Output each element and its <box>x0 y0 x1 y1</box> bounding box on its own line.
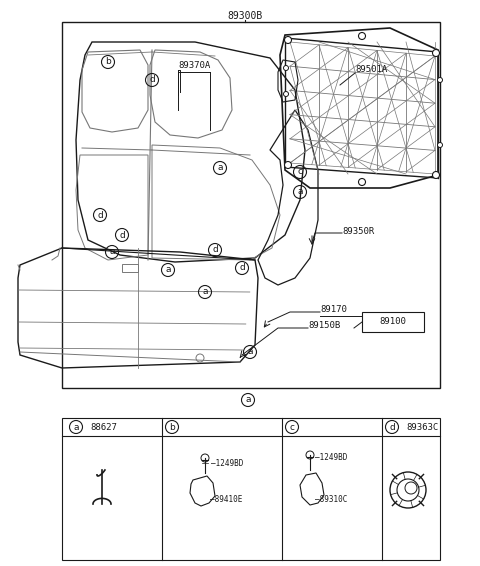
Bar <box>62 418 440 560</box>
Text: a: a <box>247 348 253 357</box>
Text: —89410E: —89410E <box>210 495 242 504</box>
Text: d: d <box>389 422 395 431</box>
Text: —1249BD: —1249BD <box>315 453 348 462</box>
Circle shape <box>359 32 365 40</box>
Text: d: d <box>119 230 125 239</box>
Circle shape <box>437 78 443 83</box>
Text: a: a <box>217 164 223 173</box>
Text: a: a <box>165 265 171 275</box>
Circle shape <box>285 161 291 169</box>
Text: 89501A: 89501A <box>355 66 387 75</box>
Text: d: d <box>149 75 155 84</box>
Text: c: c <box>298 168 302 177</box>
Circle shape <box>432 49 440 57</box>
Text: d: d <box>97 211 103 220</box>
Text: 89170: 89170 <box>320 306 347 315</box>
Text: 89370A: 89370A <box>178 61 210 70</box>
Text: —89310C: —89310C <box>315 495 348 504</box>
Text: a: a <box>297 187 303 196</box>
Text: 88627: 88627 <box>90 422 117 431</box>
Bar <box>362 312 424 332</box>
Bar <box>122 264 138 272</box>
Text: a: a <box>245 396 251 405</box>
Text: 89100: 89100 <box>380 318 407 327</box>
Text: d: d <box>239 264 245 272</box>
Text: c: c <box>289 422 295 431</box>
Text: d: d <box>212 246 218 255</box>
Text: b: b <box>169 422 175 431</box>
Text: 89363C: 89363C <box>406 422 438 431</box>
Text: b: b <box>105 58 111 66</box>
Circle shape <box>285 36 291 44</box>
Bar <box>62 22 440 388</box>
Text: a: a <box>109 247 115 256</box>
Text: —1249BD: —1249BD <box>211 458 243 468</box>
Text: a: a <box>73 422 79 431</box>
Circle shape <box>284 66 288 71</box>
Circle shape <box>437 143 443 148</box>
Text: 89150B: 89150B <box>308 321 340 331</box>
Circle shape <box>284 92 288 96</box>
Circle shape <box>432 171 440 178</box>
Text: 89350R: 89350R <box>342 228 374 237</box>
Text: 89300B: 89300B <box>228 11 263 21</box>
Circle shape <box>359 178 365 186</box>
Text: a: a <box>202 288 208 297</box>
